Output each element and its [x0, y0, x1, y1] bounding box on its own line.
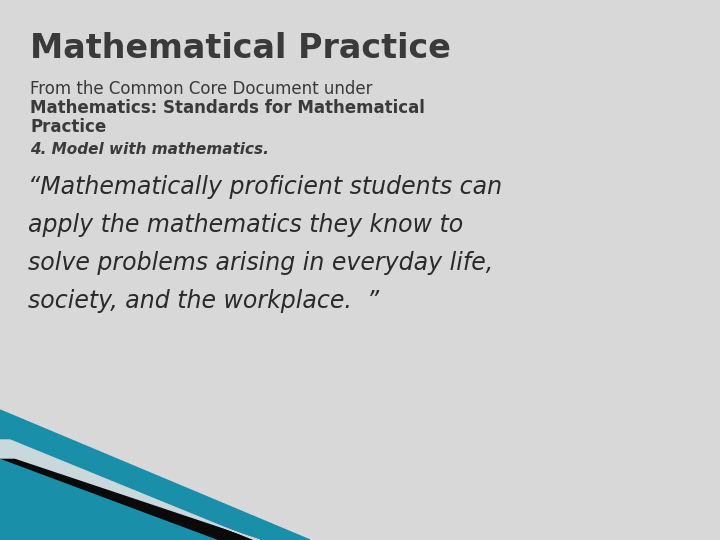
Polygon shape: [0, 458, 260, 540]
Polygon shape: [0, 410, 310, 540]
Text: apply the mathematics they know to: apply the mathematics they know to: [28, 213, 463, 237]
Text: Mathematics: Standards for Mathematical: Mathematics: Standards for Mathematical: [30, 99, 425, 117]
Polygon shape: [0, 440, 260, 540]
Text: Practice: Practice: [30, 118, 107, 136]
Text: solve problems arising in everyday life,: solve problems arising in everyday life,: [28, 251, 493, 275]
Text: Mathematical Practice: Mathematical Practice: [30, 32, 451, 65]
Text: From the Common Core Document under: From the Common Core Document under: [30, 80, 372, 98]
Text: 4. Model with mathematics.: 4. Model with mathematics.: [30, 142, 269, 157]
Text: society, and the workplace.  ”: society, and the workplace. ”: [28, 289, 379, 313]
Text: “Mathematically proficient students can: “Mathematically proficient students can: [28, 175, 502, 199]
